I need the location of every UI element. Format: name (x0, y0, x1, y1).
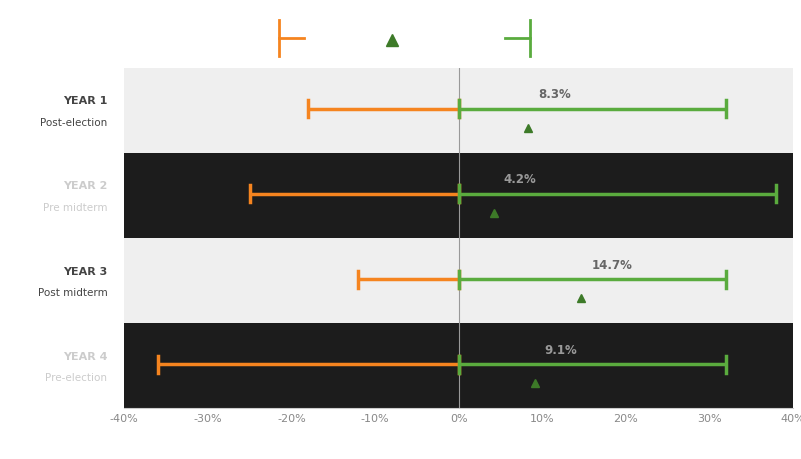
Text: Pre midterm: Pre midterm (43, 202, 107, 212)
Bar (124, 69, 793, 154)
Text: Pre-election: Pre-election (46, 372, 107, 382)
Text: Post-election: Post-election (40, 118, 107, 127)
Text: Post midterm: Post midterm (38, 287, 107, 297)
Text: 14.7%: 14.7% (591, 258, 632, 271)
Text: YEAR 2: YEAR 2 (63, 181, 107, 191)
Text: 4.2%: 4.2% (504, 173, 537, 186)
Text: YEAR 1: YEAR 1 (63, 96, 107, 106)
Text: YEAR 4: YEAR 4 (63, 351, 107, 361)
Text: 8.3%: 8.3% (538, 88, 571, 101)
Bar (124, 154, 793, 239)
Bar (124, 324, 793, 409)
Text: YEAR 3: YEAR 3 (63, 266, 107, 276)
Bar (124, 239, 793, 324)
Text: 9.1%: 9.1% (545, 343, 578, 356)
